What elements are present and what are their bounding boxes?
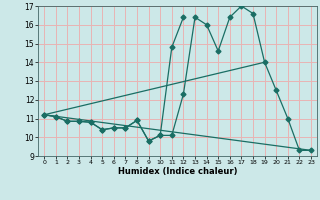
X-axis label: Humidex (Indice chaleur): Humidex (Indice chaleur)	[118, 167, 237, 176]
